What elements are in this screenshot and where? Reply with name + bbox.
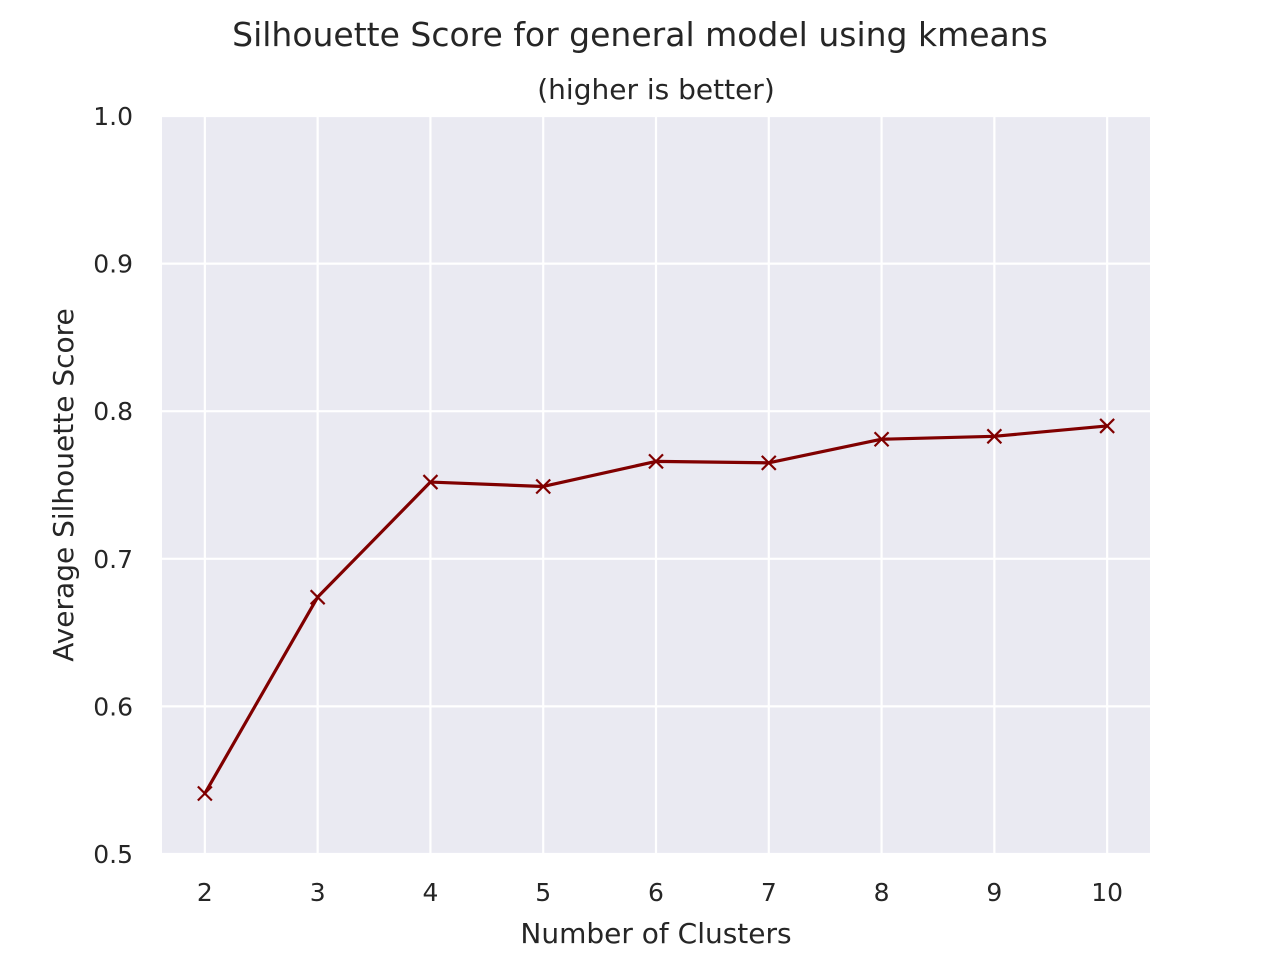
data-point-marker <box>197 785 213 802</box>
x-tick-label: 8 <box>874 878 890 907</box>
x-tick-label: 7 <box>761 878 777 907</box>
x-tick-label: 9 <box>986 878 1002 907</box>
chart-title: Silhouette Score for general model using… <box>232 15 1048 54</box>
data-point-marker <box>648 453 664 470</box>
x-tick-label: 3 <box>310 878 326 907</box>
x-tick-label: 10 <box>1091 878 1123 907</box>
y-axis-label: Average Silhouette Score <box>47 308 80 662</box>
y-tick-label: 0.9 <box>93 250 133 279</box>
y-tick-label: 0.6 <box>93 692 133 721</box>
x-tick-label: 2 <box>197 878 213 907</box>
chart-subtitle: (higher is better) <box>537 73 775 106</box>
data-point-marker <box>1099 418 1115 434</box>
data-point-marker <box>422 474 439 490</box>
data-point-marker <box>535 478 551 495</box>
data-point-marker <box>309 589 326 605</box>
grid <box>162 114 1150 856</box>
data-point-marker <box>761 455 777 471</box>
x-tick-label: 6 <box>648 878 664 907</box>
series-layer <box>197 418 1115 802</box>
tick-labels: 2 3 4 5 6 7 8 9 10 0.5 0.6 0.7 0.8 0.9 1.0 <box>93 102 1123 907</box>
x-tick-label: 4 <box>422 878 438 907</box>
y-tick-label: 0.8 <box>93 397 133 426</box>
y-tick-label: 0.5 <box>93 840 133 869</box>
x-tick-label: 5 <box>535 878 551 907</box>
y-tick-label: 1.0 <box>93 102 133 131</box>
y-tick-label: 0.7 <box>93 545 133 574</box>
data-point-marker <box>986 428 1003 445</box>
data-point-marker <box>873 431 890 448</box>
x-axis-label: Number of Clusters <box>520 917 791 950</box>
